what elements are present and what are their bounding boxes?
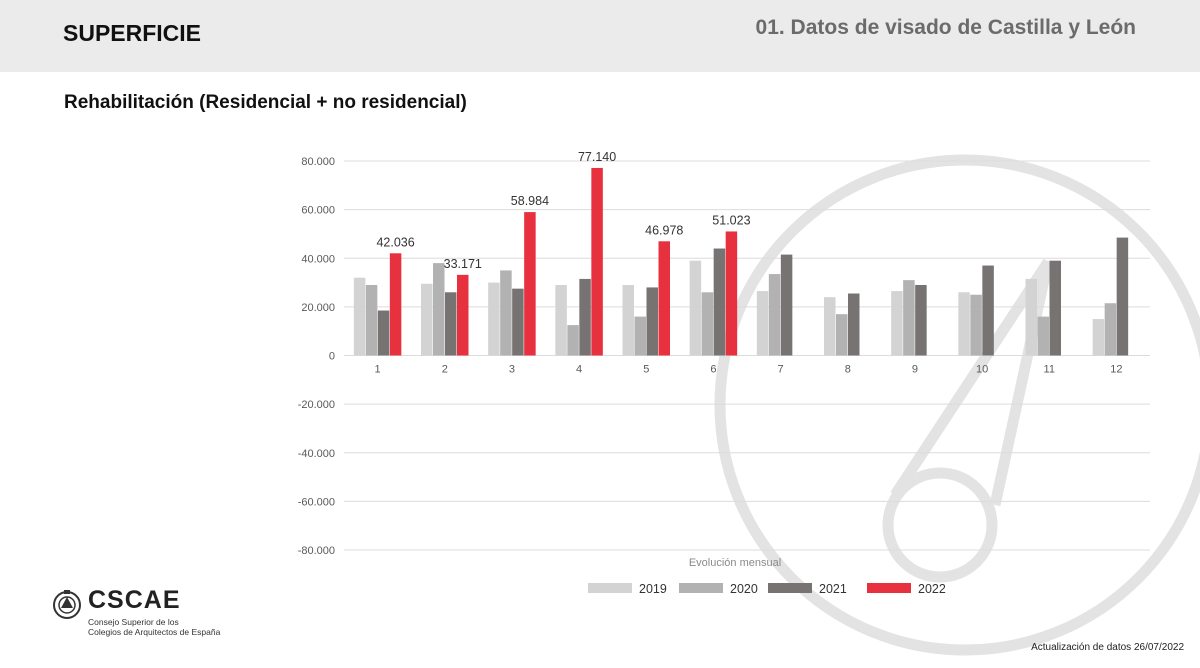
bar-2019-6 bbox=[689, 260, 702, 356]
bar-2021-8 bbox=[848, 293, 860, 356]
x-axis-title: Evolución mensual bbox=[689, 557, 781, 569]
legend-label: 2019 bbox=[639, 582, 667, 596]
data-label: 46.978 bbox=[645, 223, 683, 237]
bar-2019-10 bbox=[958, 292, 970, 356]
x-tick-label: 1 bbox=[375, 364, 381, 376]
bar-2021-7 bbox=[780, 254, 793, 356]
bar-2022-6 bbox=[725, 231, 738, 356]
logo-tagline-2: Colegios de Arquitectos de España bbox=[88, 627, 221, 637]
y-tick-label: -60.000 bbox=[298, 496, 335, 508]
x-tick-label: 6 bbox=[710, 364, 716, 376]
data-label: 42.036 bbox=[376, 235, 414, 249]
bar-2021-3 bbox=[512, 288, 524, 356]
data-label: 58.984 bbox=[511, 194, 549, 208]
bar-2020-11 bbox=[1037, 316, 1049, 356]
x-tick-label: 7 bbox=[778, 364, 784, 376]
section-title: SUPERFICIE bbox=[63, 20, 202, 46]
bar-2020-4 bbox=[567, 325, 579, 356]
bar-2021-2 bbox=[445, 292, 457, 356]
cscae-logo: CSCAE Consejo Superior de los Colegios d… bbox=[52, 586, 272, 646]
y-tick-label: -80.000 bbox=[298, 545, 335, 557]
logo-wordmark: CSCAE bbox=[88, 586, 181, 614]
legend-label: 2021 bbox=[819, 582, 847, 596]
bar-2019-2 bbox=[421, 283, 433, 356]
bar-2019-12 bbox=[1092, 319, 1105, 356]
logo-tagline-1: Consejo Superior de los bbox=[88, 617, 179, 627]
bar-2019-9 bbox=[891, 291, 903, 356]
x-tick-label: 11 bbox=[1044, 364, 1055, 376]
bar-2019-5 bbox=[622, 284, 634, 356]
legend-swatch-2019 bbox=[588, 583, 632, 593]
bar-2022-5 bbox=[658, 241, 670, 356]
bar-2020-8 bbox=[836, 314, 848, 356]
bar-2020-5 bbox=[634, 316, 646, 356]
x-tick-label: 2 bbox=[442, 364, 448, 376]
bar-2021-9 bbox=[915, 284, 927, 356]
bar-2019-4 bbox=[555, 284, 567, 356]
bar-2021-12 bbox=[1116, 237, 1129, 356]
legend-swatch-2020 bbox=[679, 583, 723, 593]
cscae-emblem-icon bbox=[53, 590, 81, 619]
y-tick-label: 60.000 bbox=[301, 205, 335, 217]
bar-2021-11 bbox=[1049, 260, 1061, 356]
legend-swatch-2022 bbox=[867, 583, 911, 593]
data-label: 51.023 bbox=[712, 213, 750, 227]
y-tick-label: -40.000 bbox=[298, 448, 335, 460]
y-tick-label: -20.000 bbox=[298, 399, 335, 411]
bar-2022-1 bbox=[389, 253, 402, 356]
bar-2019-1 bbox=[353, 277, 366, 356]
y-tick-label: 0 bbox=[329, 351, 335, 363]
bar-2019-3 bbox=[488, 282, 500, 356]
x-tick-label: 8 bbox=[845, 364, 851, 376]
y-tick-label: 40.000 bbox=[301, 253, 335, 265]
bar-2021-6 bbox=[713, 248, 726, 356]
bar-2022-2 bbox=[457, 274, 469, 356]
bar-2019-11 bbox=[1025, 278, 1037, 356]
bar-2022-3 bbox=[524, 212, 536, 356]
x-tick-label: 3 bbox=[509, 364, 515, 376]
bar-2022-4 bbox=[591, 167, 603, 356]
x-tick-label: 9 bbox=[912, 364, 918, 376]
report-title: 01. Datos de visado de Castilla y León bbox=[755, 16, 1136, 39]
bar-2020-2 bbox=[433, 263, 445, 356]
data-label: 33.171 bbox=[444, 257, 482, 271]
legend-label: 2020 bbox=[730, 582, 758, 596]
bar-2020-7 bbox=[768, 274, 781, 356]
header-bar: SUPERFICIE 01. Datos de visado de Castil… bbox=[0, 0, 1200, 72]
bar-2020-6 bbox=[701, 292, 714, 356]
bar-2020-3 bbox=[500, 270, 512, 356]
bar-2019-8 bbox=[824, 297, 836, 356]
bar-2020-9 bbox=[903, 280, 915, 356]
data-update-date: Actualización de datos 26/07/2022 bbox=[1031, 642, 1184, 653]
x-tick-label: 12 bbox=[1110, 364, 1122, 376]
bar-2021-1 bbox=[377, 310, 390, 356]
bar-2020-1 bbox=[365, 284, 378, 356]
bar-2021-5 bbox=[646, 287, 658, 356]
y-tick-label: 80.000 bbox=[301, 156, 335, 168]
y-tick-label: 20.000 bbox=[301, 302, 335, 314]
x-tick-label: 5 bbox=[643, 364, 649, 376]
chart-subtitle: Rehabilitación (Residencial + no residen… bbox=[64, 92, 467, 113]
x-tick-label: 4 bbox=[576, 364, 582, 376]
x-tick-label: 10 bbox=[976, 364, 988, 376]
bar-2019-7 bbox=[756, 291, 769, 356]
legend-swatch-2021 bbox=[768, 583, 812, 593]
bar-2020-12 bbox=[1104, 303, 1117, 356]
legend-label: 2022 bbox=[918, 582, 946, 596]
bar-2021-10 bbox=[982, 265, 994, 356]
bar-2021-4 bbox=[579, 278, 591, 356]
data-label: 77.140 bbox=[578, 150, 616, 164]
bar-2020-10 bbox=[970, 294, 982, 356]
